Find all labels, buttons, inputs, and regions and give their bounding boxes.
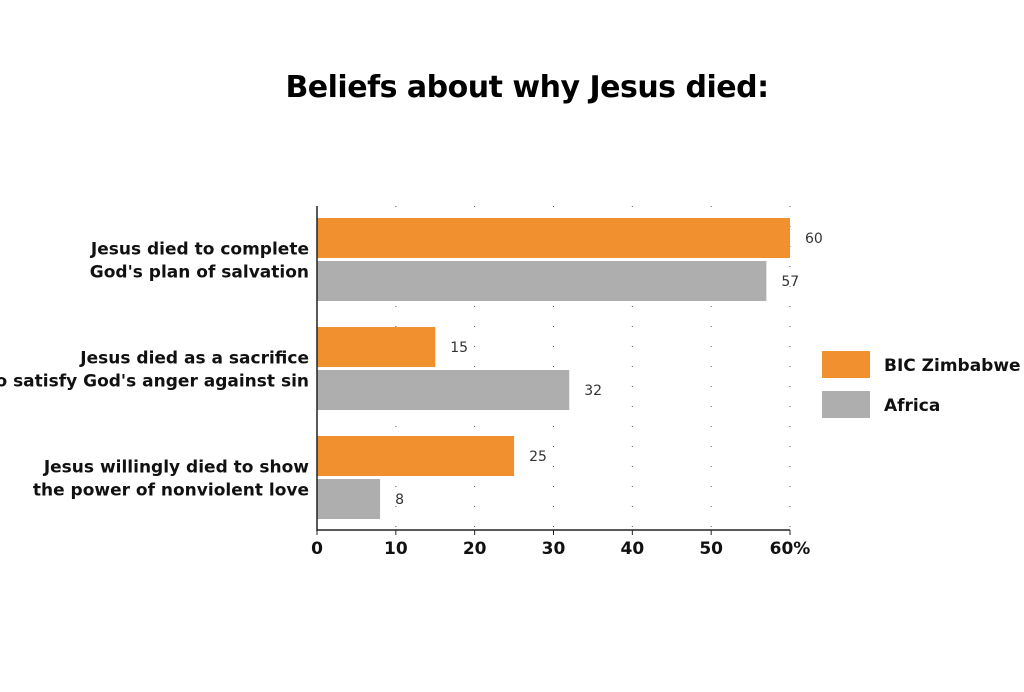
category-label-line: Jesus died to complete [90, 240, 309, 260]
data-label: 32 [584, 383, 602, 399]
bars: 60 57 15 32 25 8 [317, 218, 823, 519]
legend-label: BIC Zimbabwe [884, 356, 1021, 376]
category-label-line: to satisfy God's anger against sin [0, 372, 309, 392]
bar-africa [317, 370, 570, 410]
legend: BIC Zimbabwe Africa [822, 351, 1021, 418]
x-tick-label: 30 [542, 539, 566, 559]
x-tick-label: 10 [384, 539, 408, 559]
category-label: Jesus willingly died to show the power of… [33, 458, 309, 501]
category-label-line: God's plan of salvation [90, 263, 309, 283]
x-tick-label: 50 [699, 539, 723, 559]
axes: 0 10 20 30 40 50 60% [311, 206, 810, 559]
category-label-line: Jesus willingly died to show [43, 458, 309, 478]
legend-label: Africa [884, 396, 940, 416]
data-label: 25 [529, 449, 547, 465]
legend-swatch [822, 351, 870, 378]
data-label: 60 [805, 231, 823, 247]
x-tick-label: 60% [770, 539, 811, 559]
category-label-line: the power of nonviolent love [33, 481, 309, 501]
bar-bic-zimbabwe [317, 327, 436, 367]
bar-africa [317, 479, 381, 519]
category-label-line: Jesus died as a sacrifice [79, 349, 309, 369]
data-label: 15 [450, 340, 468, 356]
bar-bic-zimbabwe [317, 218, 790, 258]
chart-title: Beliefs about why Jesus died: [285, 70, 769, 105]
legend-swatch [822, 391, 870, 418]
data-label: 57 [781, 274, 799, 290]
category-label: Jesus died to complete God's plan of salv… [90, 240, 309, 283]
bar-africa [317, 261, 767, 301]
x-tick-label: 0 [311, 539, 323, 559]
bar-bic-zimbabwe [317, 436, 515, 476]
data-label: 8 [395, 492, 404, 508]
x-tick-label: 40 [620, 539, 644, 559]
category-label: Jesus died as a sacrifice to satisfy God'… [0, 349, 309, 392]
category-labels: Jesus died to complete God's plan of salv… [0, 240, 309, 501]
x-tick-label: 20 [463, 539, 487, 559]
